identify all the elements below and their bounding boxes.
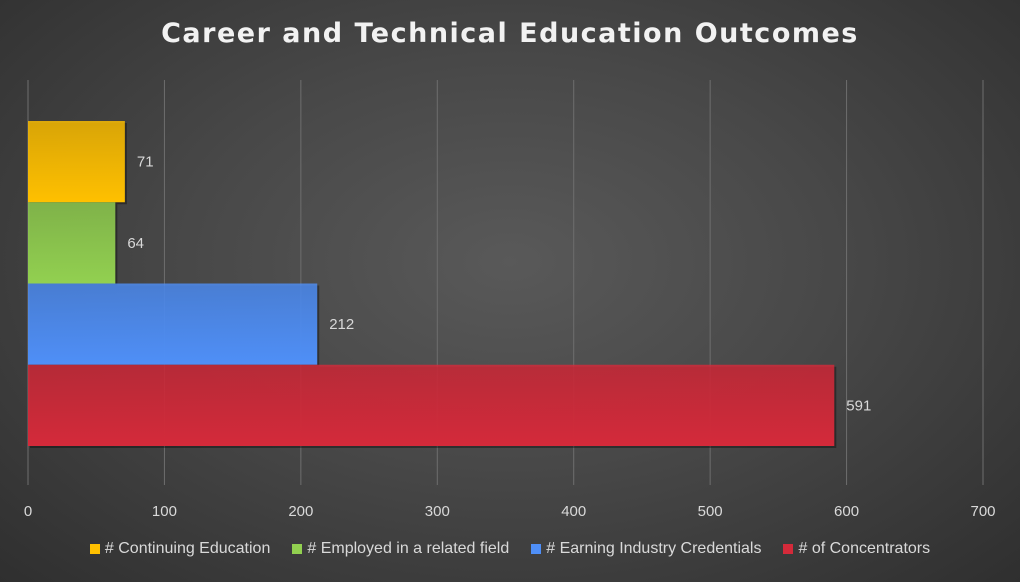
chart-legend: # Continuing Education # Employed in a re… <box>0 540 1020 558</box>
x-tick-label: 600 <box>834 503 859 520</box>
legend-swatch <box>292 544 303 554</box>
legend-label: # of Concentrators <box>798 540 931 557</box>
legend-swatch <box>783 544 794 554</box>
x-tick-label: 0 <box>24 503 32 520</box>
x-tick-label: 300 <box>425 503 450 520</box>
x-tick-label: 500 <box>698 503 723 520</box>
bar-0 <box>28 121 125 203</box>
legend-item: # of Concentrators <box>783 540 930 558</box>
legend-label: # Earning Industry Credentials <box>546 540 762 557</box>
data-label: 71 <box>137 154 154 171</box>
legend-swatch <box>89 544 100 554</box>
x-tick-label: 700 <box>970 503 995 520</box>
legend-swatch <box>531 544 542 554</box>
x-tick-label: 200 <box>288 503 313 520</box>
bar-3 <box>28 364 835 446</box>
legend-item: # Earning Industry Credentials <box>531 540 761 558</box>
bar-1 <box>28 202 116 284</box>
chart-title: Career and Technical Education Outcomes <box>161 18 859 49</box>
legend-item: # Continuing Education <box>89 540 271 558</box>
bar-2 <box>28 283 318 365</box>
data-label: 64 <box>127 235 144 252</box>
legend-label: # Continuing Education <box>104 540 271 557</box>
data-label: 591 <box>846 397 871 414</box>
x-tick-label: 400 <box>561 503 586 520</box>
legend-label: # Employed in a related field <box>307 540 510 557</box>
x-tick-label: 100 <box>152 503 177 520</box>
data-label: 212 <box>329 316 354 333</box>
legend-item: # Employed in a related field <box>292 540 509 558</box>
